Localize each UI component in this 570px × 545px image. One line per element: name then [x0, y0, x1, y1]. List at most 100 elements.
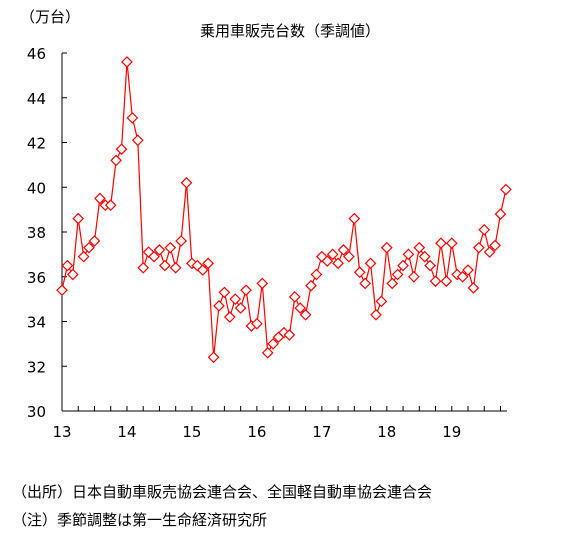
- data-point-marker: [164, 241, 177, 254]
- data-point-marker: [213, 299, 225, 312]
- data-point-marker: [440, 275, 453, 288]
- x-tick-label: 18: [377, 423, 396, 441]
- data-point-marker: [229, 293, 242, 305]
- data-point-marker: [305, 279, 317, 292]
- x-tick-label: 14: [117, 423, 136, 441]
- data-point-marker: [83, 241, 95, 254]
- x-axis-ticks: 13 14 15 16 17 18 19: [52, 406, 502, 441]
- data-point-marker: [159, 259, 171, 272]
- data-point-marker: [375, 295, 388, 308]
- data-point-marker: [180, 176, 193, 189]
- y-tick-label: 38: [27, 224, 46, 242]
- series-group: [56, 56, 512, 364]
- data-point-marker: [462, 264, 474, 276]
- data-point-marker: [321, 255, 334, 267]
- data-point-marker: [175, 235, 187, 247]
- data-point-marker: [256, 277, 269, 290]
- data-point-marker: [66, 268, 79, 281]
- data-point-marker: [240, 284, 252, 297]
- data-point-marker: [483, 246, 496, 258]
- x-tick-label: 15: [182, 423, 201, 441]
- data-point-marker: [56, 284, 68, 297]
- data-point-marker: [391, 268, 404, 281]
- data-point-marker: [223, 311, 236, 323]
- y-tick-label: 42: [27, 135, 46, 153]
- axes: [61, 53, 507, 412]
- data-point-marker: [418, 250, 431, 263]
- method-note: （注）季節調整は第一生命経済研究所: [12, 511, 268, 529]
- chart-title: 乗用車販売台数（季調値）: [200, 22, 380, 40]
- data-point-marker: [202, 257, 215, 270]
- data-point-marker: [435, 237, 447, 250]
- y-tick-label: 46: [27, 45, 46, 63]
- data-point-marker: [353, 266, 366, 279]
- data-point-marker: [472, 241, 485, 254]
- x-tick-label: 17: [312, 423, 331, 441]
- data-point-marker: [424, 259, 436, 272]
- data-point-marker: [370, 308, 382, 321]
- data-point-marker: [283, 329, 296, 341]
- data-point-marker: [348, 212, 361, 225]
- y-axis-ticks: 30 32 34 36 38 40 42 44 46: [27, 45, 67, 421]
- data-point-marker: [121, 56, 133, 68]
- data-point-marker: [337, 244, 350, 256]
- data-point-marker: [267, 338, 279, 350]
- data-point-marker: [196, 264, 209, 276]
- data-point-marker: [478, 223, 491, 236]
- data-point-marker: [126, 112, 139, 124]
- data-point-marker: [467, 282, 480, 294]
- data-point-marker: [61, 259, 74, 272]
- y-tick-label: 40: [27, 179, 46, 197]
- data-point-marker: [494, 208, 507, 220]
- data-point-marker: [148, 250, 160, 263]
- data-point-marker: [261, 346, 274, 359]
- data-point-marker: [397, 259, 409, 272]
- x-tick-label: 13: [52, 423, 71, 441]
- data-point-marker: [153, 244, 166, 256]
- data-point-marker: [94, 192, 106, 205]
- data-point-marker: [115, 143, 128, 156]
- data-point-marker: [456, 270, 469, 283]
- y-unit-label: （万台）: [20, 8, 80, 26]
- data-point-marker: [359, 277, 371, 290]
- data-point-marker: [72, 212, 85, 225]
- data-point-marker: [104, 199, 117, 211]
- data-point-marker: [137, 261, 150, 274]
- source-note: （出所）日本自動車販売協会連合会、全国軽自動車協会連合会: [12, 483, 433, 501]
- data-point-marker: [445, 237, 458, 250]
- data-point-marker: [489, 239, 501, 252]
- data-point-marker: [131, 134, 144, 147]
- data-point-marker: [142, 246, 155, 258]
- data-point-marker: [343, 250, 355, 263]
- data-point-marker: [207, 351, 220, 364]
- y-tick-label: 32: [27, 358, 46, 376]
- x-tick-label: 19: [442, 423, 461, 441]
- y-tick-label: 44: [27, 90, 46, 108]
- data-point-marker: [332, 257, 344, 270]
- data-point-marker: [294, 302, 307, 314]
- data-point-marker: [251, 317, 263, 330]
- data-point-marker: [110, 154, 122, 167]
- data-point-marker: [500, 183, 512, 196]
- data-point-marker: [288, 291, 301, 303]
- data-point-marker: [77, 250, 90, 263]
- data-point-marker: [380, 241, 393, 254]
- series-line: [61, 61, 507, 358]
- y-tick-label: 36: [27, 269, 46, 287]
- data-point-marker: [413, 241, 426, 254]
- x-tick-label: 16: [247, 423, 266, 441]
- data-point-marker: [429, 275, 442, 288]
- data-point-marker: [402, 248, 415, 261]
- data-point-marker: [326, 248, 339, 261]
- y-tick-label: 30: [27, 403, 46, 421]
- data-point-marker: [234, 302, 247, 314]
- data-point-marker: [88, 235, 101, 247]
- data-point-marker: [218, 286, 231, 299]
- data-point-marker: [299, 308, 312, 321]
- y-tick-label: 34: [27, 314, 46, 332]
- data-point-marker: [169, 261, 182, 274]
- data-point-marker: [310, 268, 323, 281]
- data-point-marker: [408, 270, 420, 283]
- data-point-marker: [364, 257, 377, 270]
